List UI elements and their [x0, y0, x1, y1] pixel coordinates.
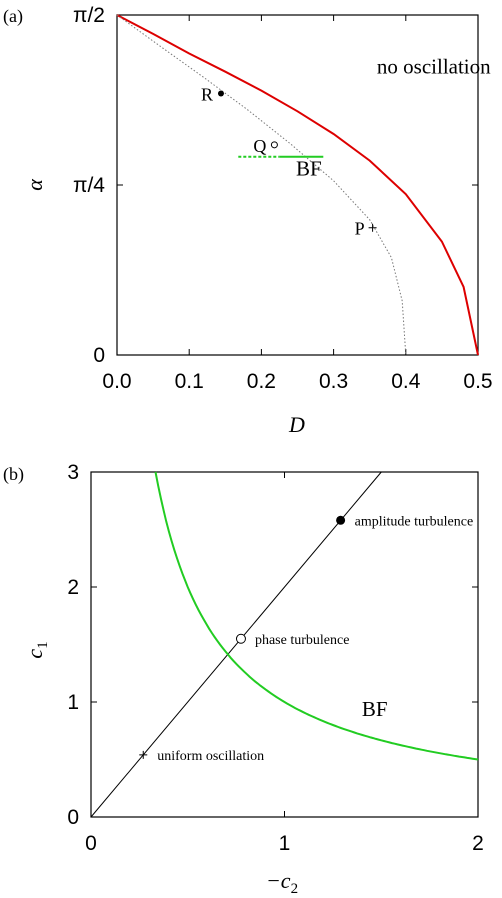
point-uniform-oscillation-label: uniform oscillation	[157, 749, 264, 764]
series-line-0	[90, 471, 382, 818]
y-axis-label: c1	[22, 641, 51, 658]
series-line-1	[116, 14, 407, 356]
y-tick-label: 3	[67, 461, 79, 484]
y-axis-label: α	[22, 179, 47, 191]
x-axis-label: D	[288, 412, 305, 437]
x-tick-label: 0.5	[463, 370, 492, 393]
point-q-label: Q	[253, 136, 266, 156]
x-tick-label: 2	[472, 832, 484, 855]
y-tick-label: 0	[93, 344, 105, 367]
point-r-marker	[217, 90, 224, 97]
point-phase-turbulence-marker	[235, 633, 246, 644]
annotation-bf: BF	[296, 156, 322, 180]
y-tick-label: 0	[67, 806, 79, 829]
x-axis-label-main: −c	[266, 868, 291, 893]
panel-label: (b)	[3, 464, 24, 485]
point-p-label: P	[355, 219, 365, 239]
x-axis-label: −c2	[266, 868, 298, 897]
x-tick-label: 1	[279, 832, 291, 855]
point-q-marker	[270, 141, 278, 149]
region-label: no oscillation	[377, 55, 491, 79]
x-tick-label: 0	[85, 832, 97, 855]
panel-a-phase-diagram: (a) 0.0 0.1 0.2 0.3 0.4 0.5 0 π/4 π/2 Dα no oscilla…	[3, 4, 493, 437]
point-amplitude-turbulence-label: amplitude turbulence	[355, 514, 474, 529]
y-axis-label-subscript: 1	[35, 641, 51, 649]
x-axis-label-subscript: 2	[291, 881, 299, 897]
point-phase-turbulence-label: phase turbulence	[255, 633, 349, 648]
point-r-label: R	[201, 85, 213, 105]
y-axis-label-main: c	[22, 649, 47, 659]
point-uniform-oscillation-marker	[139, 750, 148, 759]
y-tick-label: π/2	[73, 4, 105, 27]
point-p-marker	[368, 223, 377, 232]
x-tick-label: 0.4	[391, 370, 421, 393]
annotation-bf: BF	[362, 697, 388, 721]
x-tick-label: 0.0	[102, 370, 131, 393]
x-tick-label: 0.3	[319, 370, 348, 393]
point-amplitude-turbulence-marker	[336, 515, 346, 525]
x-tick-label: 0.1	[175, 370, 204, 393]
y-axis-label-main: α	[22, 179, 47, 191]
y-tick-label: π/4	[73, 174, 105, 197]
x-tick-label: 0.2	[247, 370, 276, 393]
series-line-bf	[154, 471, 479, 761]
x-axis-label-main: D	[288, 412, 305, 437]
y-tick-label: 2	[67, 576, 79, 599]
y-tick-label: 1	[67, 691, 79, 714]
series-line-0	[116, 14, 479, 356]
panel-label: (a)	[3, 6, 23, 27]
